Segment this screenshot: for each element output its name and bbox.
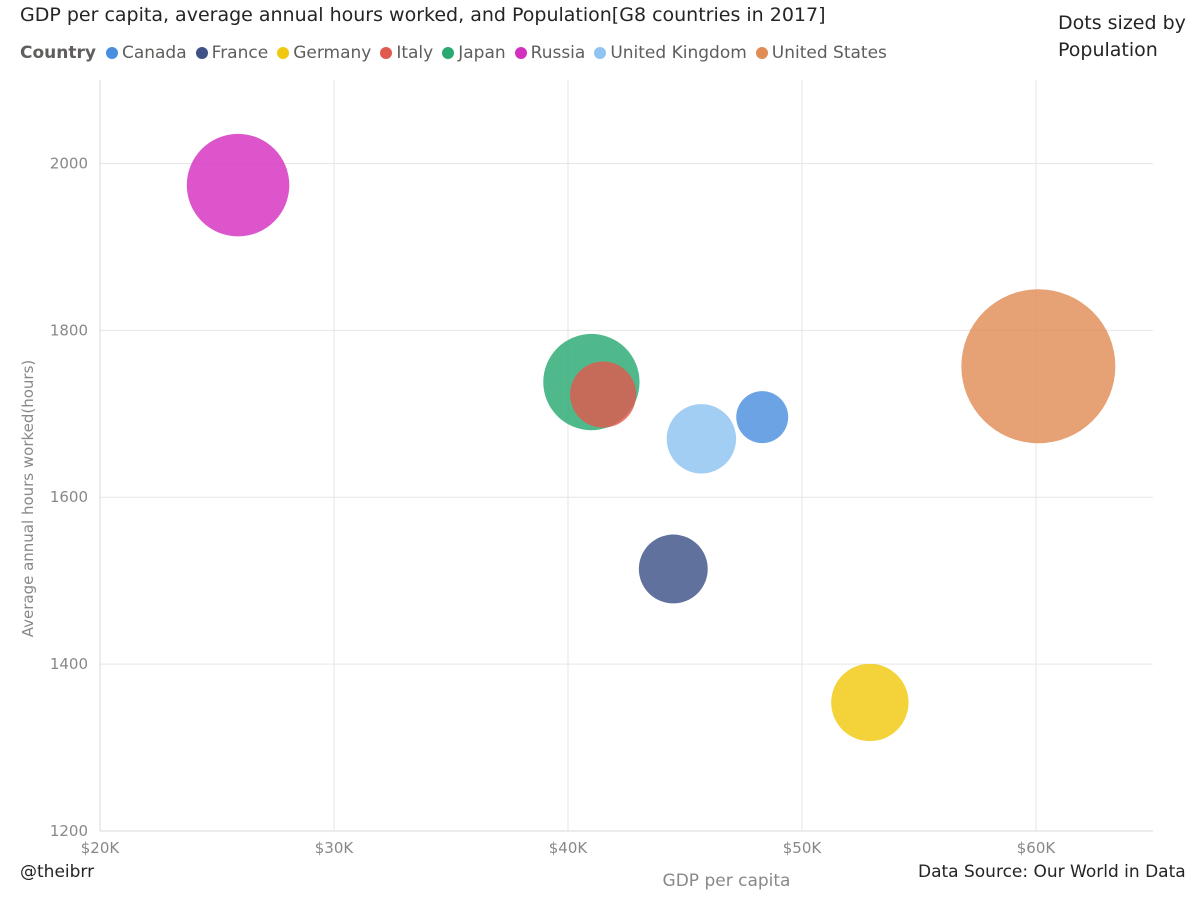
bubble-germany xyxy=(831,663,909,742)
x-tick-label: $60K xyxy=(1017,839,1057,857)
legend-label: Germany xyxy=(293,43,372,63)
y-tick-label: 1800 xyxy=(50,321,88,339)
legend-label: United Kingdom xyxy=(610,43,747,63)
y-tick-label: 2000 xyxy=(50,154,88,172)
y-tick-label: 1200 xyxy=(50,822,88,840)
bubble-italy xyxy=(570,361,637,428)
x-tick-label: $20K xyxy=(81,839,121,857)
legend-item-russia[interactable]: Russia xyxy=(514,43,586,63)
author-handle: @theibrr xyxy=(20,862,95,882)
bubble-united-kingdom xyxy=(666,404,737,474)
legend-label: Japan xyxy=(458,43,506,63)
size-note-line1: Dots sized by xyxy=(1058,12,1186,34)
x-tick-label: $50K xyxy=(783,839,823,857)
legend-label: France xyxy=(211,43,269,63)
legend-label: Canada xyxy=(121,43,187,63)
legend-marker xyxy=(105,47,118,59)
legend-item-france[interactable]: France xyxy=(195,43,269,63)
bubble-canada xyxy=(736,391,789,444)
bubble-france xyxy=(638,534,708,604)
size-note-line2: Population xyxy=(1058,39,1158,61)
legend-marker xyxy=(195,47,208,59)
size-note: Dots sized by Population xyxy=(1058,10,1186,64)
x-tick-label: $30K xyxy=(315,839,355,857)
y-tick-label: 1600 xyxy=(50,488,88,506)
legend-label: Russia xyxy=(530,43,586,63)
chart-title: GDP per capita, average annual hours wor… xyxy=(20,4,826,26)
bubble-united-states xyxy=(961,289,1116,444)
legend-title: Country xyxy=(20,43,96,63)
y-axis-title: Average annual hours worked(hours) xyxy=(19,360,37,638)
legend-marker xyxy=(277,47,290,59)
legend: Country Canada France Germany Italy Japan Rus… xyxy=(20,43,896,63)
legend-item-canada[interactable]: Canada xyxy=(105,43,187,63)
legend-item-italy[interactable]: Italy xyxy=(380,43,433,63)
legend-item-japan[interactable]: Japan xyxy=(442,43,506,63)
legend-marker xyxy=(594,47,607,59)
data-source-note: Data Source: Our World in Data xyxy=(918,862,1186,882)
legend-marker xyxy=(442,47,455,59)
bubble-russia xyxy=(186,133,290,237)
legend-item-united-states[interactable]: United States xyxy=(755,43,887,63)
legend-item-germany[interactable]: Germany xyxy=(277,43,371,63)
y-tick-label: 1400 xyxy=(50,655,88,673)
legend-marker xyxy=(755,47,768,59)
legend-marker xyxy=(514,47,527,59)
legend-label: Italy xyxy=(396,43,434,63)
x-axis-title: GDP per capita xyxy=(663,871,791,891)
x-tick-label: $40K xyxy=(549,839,589,857)
legend-label: United States xyxy=(771,43,887,63)
legend-marker xyxy=(380,47,393,59)
legend-item-united-kingdom[interactable]: United Kingdom xyxy=(594,43,747,63)
